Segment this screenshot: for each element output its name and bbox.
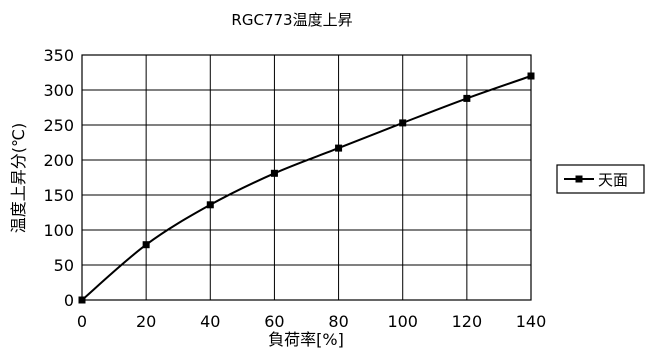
data-point: [270, 169, 278, 177]
y-tick-label: 350: [43, 46, 74, 65]
x-tick-label: 60: [264, 312, 284, 331]
legend-marker: [575, 175, 583, 183]
x-axis-title: 負荷率[%]: [268, 330, 344, 349]
data-point: [142, 241, 150, 249]
y-tick-label: 300: [43, 81, 74, 100]
y-tick-label: 150: [43, 186, 74, 205]
series-line: [81, 75, 532, 301]
y-axis-ticks: 0 50 100 150 200 250 300 350: [43, 46, 74, 310]
y-axis-title: 温度上昇分(℃): [9, 123, 28, 233]
x-tick-label: 0: [77, 312, 87, 331]
x-tick-label: 40: [200, 312, 220, 331]
x-tick-label: 140: [516, 312, 547, 331]
x-tick-label: 100: [387, 312, 418, 331]
x-tick-label: 80: [328, 312, 348, 331]
legend-label: 天面: [598, 171, 628, 189]
data-point: [335, 144, 343, 152]
data-point: [399, 119, 407, 127]
y-tick-label: 200: [43, 151, 74, 170]
data-point: [78, 296, 86, 304]
x-axis-ticks: 0 20 40 60 80 100 120 140: [77, 312, 546, 331]
data-point: [463, 94, 471, 102]
legend: 天面: [556, 164, 645, 194]
x-tick-label: 20: [136, 312, 156, 331]
y-tick-label: 50: [54, 256, 74, 275]
y-tick-label: 0: [64, 291, 74, 310]
series-layer: [78, 72, 535, 304]
data-point: [527, 72, 535, 80]
grid: [81, 54, 532, 301]
plot-area-frame: [81, 54, 532, 301]
y-tick-label: 250: [43, 116, 74, 135]
x-tick-label: 120: [452, 312, 483, 331]
chart-title: RGC773温度上昇: [231, 11, 352, 29]
y-tick-label: 100: [43, 221, 74, 240]
data-point: [206, 201, 214, 209]
